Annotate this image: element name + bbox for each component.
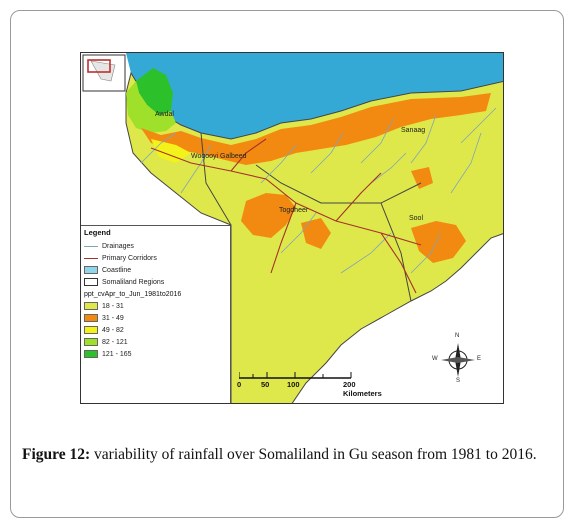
scale-tick-200: 200 Kilometers bbox=[343, 380, 382, 398]
map-legend: Legend Drainages Primary Corridors Coast… bbox=[81, 225, 231, 403]
town-label-sanaag: Sanaag bbox=[401, 127, 426, 134]
class-31-49-coast bbox=[141, 93, 491, 165]
town-label-woqooyi-galbeed: Woqooyi Galbeed bbox=[191, 153, 247, 160]
sea-area bbox=[126, 53, 503, 139]
legend-class-label: 49 - 82 bbox=[102, 326, 124, 334]
town-label-awdal: Awdal bbox=[155, 111, 174, 118]
compass-s: S bbox=[456, 378, 461, 384]
map-panel: Awdal Woqooyi Galbeed Sanaag Togdheer So… bbox=[80, 52, 504, 404]
legend-item-regions: Somaliland Regions bbox=[84, 276, 227, 288]
scale-bar: 0 50 100 200 Kilometers bbox=[237, 369, 382, 398]
class-31-49-sanaag bbox=[411, 167, 433, 189]
regions-swatch bbox=[84, 278, 98, 286]
town-label-sool: Sool bbox=[409, 215, 424, 222]
coastline-swatch bbox=[84, 266, 98, 274]
legend-field-name: ppt_cvApr_to_Jun_1981to2016 bbox=[84, 291, 182, 298]
class-swatch bbox=[84, 338, 98, 346]
primary-corridors bbox=[150, 138, 422, 294]
scale-bar-graphic bbox=[238, 372, 352, 379]
map-canvas bbox=[82, 53, 503, 403]
legend-item-label: Somaliland Regions bbox=[102, 278, 165, 286]
figure-caption: Figure 12: variability of rainfall over … bbox=[22, 444, 552, 465]
compass-e: E bbox=[477, 356, 482, 362]
legend-class-label: 82 - 121 bbox=[102, 338, 128, 346]
class-swatch bbox=[84, 314, 98, 322]
region-boundary-b bbox=[255, 164, 422, 204]
drainages bbox=[140, 107, 497, 274]
caption-text: variability of rainfall over Somaliland … bbox=[94, 446, 537, 463]
class-49-82-a bbox=[151, 139, 191, 163]
legend-class-label: 31 - 49 bbox=[102, 314, 124, 322]
class-121-165 bbox=[136, 68, 173, 115]
legend-class-49-82: 49 - 82 bbox=[84, 324, 227, 336]
legend-item-primary-corridors: Primary Corridors bbox=[84, 252, 227, 264]
scale-tick-50: 50 bbox=[261, 380, 270, 389]
class-swatch bbox=[84, 302, 98, 310]
legend-item-label: Drainages bbox=[102, 242, 134, 250]
legend-class-82-121: 82 - 121 bbox=[84, 336, 227, 348]
region-boundary-c bbox=[380, 202, 412, 302]
legend-class-121-165: 121 - 165 bbox=[84, 348, 227, 360]
town-label-togdheer: Togdheer bbox=[279, 207, 309, 214]
class-31-49-sool bbox=[411, 221, 466, 263]
legend-item-label: Primary Corridors bbox=[102, 254, 157, 262]
north-arrow-compass-icon: N S E W bbox=[432, 333, 483, 385]
corridor-swatch bbox=[84, 257, 98, 259]
legend-class-18-31: 18 - 31 bbox=[84, 300, 227, 312]
scale-tick-100: 100 bbox=[287, 380, 300, 389]
legend-class-label: 121 - 165 bbox=[102, 350, 132, 358]
compass-w: W bbox=[432, 356, 438, 362]
legend-item-coastline: Coastline bbox=[84, 264, 227, 276]
class-swatch bbox=[84, 350, 98, 358]
legend-class-label: 18 - 31 bbox=[102, 302, 124, 310]
drainages-swatch bbox=[84, 245, 98, 247]
scale-tick-0: 0 bbox=[237, 380, 242, 389]
region-boundary-a bbox=[200, 132, 232, 226]
legend-class-31-49: 31 - 49 bbox=[84, 312, 227, 324]
class-82-121 bbox=[126, 81, 176, 133]
caption-label: Figure 12: bbox=[22, 446, 91, 463]
class-swatch bbox=[84, 326, 98, 334]
class-31-49-togdheer-b bbox=[301, 218, 331, 249]
class-31-49-togdheer bbox=[241, 193, 296, 238]
legend-item-drainages: Drainages bbox=[84, 240, 227, 252]
compass-n: N bbox=[455, 333, 460, 339]
legend-item-label: Coastline bbox=[102, 266, 132, 274]
legend-title: Legend bbox=[84, 228, 111, 237]
